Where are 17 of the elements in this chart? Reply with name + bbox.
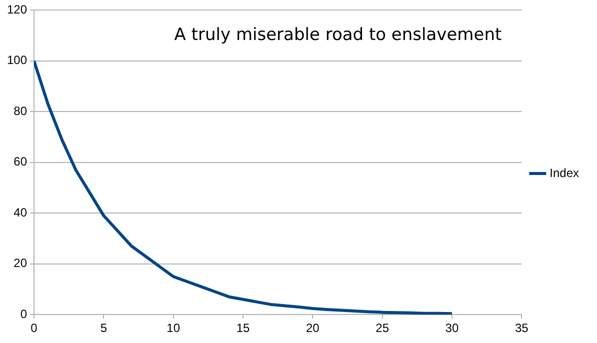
- x-tick-label: 5: [100, 321, 108, 336]
- y-tick-label: 20: [14, 256, 28, 270]
- y-tick-label: 40: [14, 205, 28, 220]
- y-tick-label: 0: [20, 306, 28, 321]
- y-tick-label: 120: [6, 2, 28, 17]
- x-tick-label: 0: [30, 321, 38, 336]
- x-tick-label: 35: [514, 321, 529, 336]
- legend-label: Index: [550, 166, 580, 180]
- x-tick-label: 30: [445, 321, 459, 336]
- y-tick-label: 60: [14, 154, 28, 169]
- y-tick-label: 80: [14, 104, 28, 118]
- y-tick-label: 100: [6, 53, 28, 68]
- x-tick-label: 15: [236, 321, 250, 336]
- x-tick-label: 25: [376, 321, 390, 336]
- x-tick-label: 10: [166, 321, 180, 336]
- text: A truly miserable road to enslavement: [174, 25, 502, 46]
- x-tick-label: 20: [306, 321, 320, 336]
